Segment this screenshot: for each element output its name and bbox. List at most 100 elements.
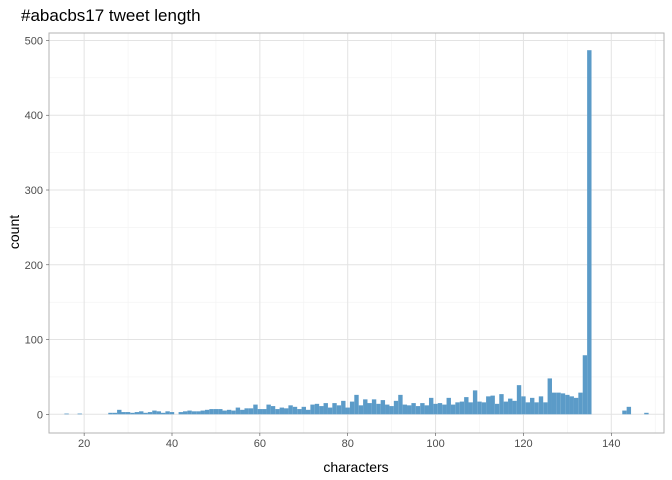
histogram-bar bbox=[204, 409, 210, 415]
histogram-bar bbox=[494, 403, 500, 415]
histogram-bar bbox=[121, 412, 126, 415]
x-tick-label: 100 bbox=[426, 438, 444, 450]
histogram-bar bbox=[415, 406, 421, 415]
x-tick-label: 120 bbox=[514, 438, 532, 450]
histogram-bar bbox=[213, 409, 219, 415]
histogram-bar bbox=[284, 408, 289, 415]
histogram-bar bbox=[275, 409, 280, 415]
histogram-bar bbox=[182, 411, 188, 415]
histogram-bar bbox=[468, 402, 473, 415]
histogram-bar bbox=[420, 403, 425, 415]
histogram-bar bbox=[464, 397, 469, 415]
histogram-bar bbox=[371, 399, 377, 415]
histogram-bar bbox=[323, 403, 328, 415]
x-axis-title: characters bbox=[323, 459, 388, 475]
histogram-bar bbox=[437, 403, 443, 415]
histogram-bar bbox=[354, 394, 359, 415]
histogram-bar bbox=[349, 401, 355, 415]
histogram-bar bbox=[530, 397, 535, 415]
histogram-bar bbox=[573, 397, 579, 415]
histogram-bar bbox=[516, 385, 522, 415]
histogram-bar bbox=[481, 402, 487, 415]
histogram-bar bbox=[376, 403, 381, 415]
histogram-bar bbox=[512, 400, 517, 415]
histogram-bar bbox=[367, 403, 372, 415]
histogram-bar bbox=[336, 405, 342, 415]
histogram-bar bbox=[411, 403, 416, 415]
histogram-bar bbox=[218, 409, 223, 415]
histogram-bar bbox=[345, 407, 350, 415]
histogram-bar bbox=[253, 404, 258, 415]
histogram-bar bbox=[152, 410, 157, 415]
x-tick-label: 140 bbox=[602, 438, 620, 450]
histogram-bar bbox=[134, 412, 140, 415]
y-axis-title: count bbox=[6, 215, 22, 249]
histogram-bar bbox=[385, 404, 390, 415]
histogram-bar bbox=[459, 401, 465, 415]
histogram-bar bbox=[341, 400, 346, 415]
histogram-bar bbox=[560, 393, 566, 415]
histogram-bar bbox=[626, 406, 632, 415]
histogram-bar bbox=[270, 406, 276, 415]
histogram-bar bbox=[77, 413, 82, 415]
histogram-bar bbox=[266, 404, 271, 415]
histogram-bar bbox=[139, 411, 144, 415]
histogram-bar bbox=[257, 409, 263, 415]
histogram-bar bbox=[235, 407, 241, 415]
histogram-bar bbox=[644, 412, 649, 415]
y-tick-label: 500 bbox=[25, 35, 43, 47]
histogram-bar bbox=[314, 403, 320, 415]
histogram-bar bbox=[240, 409, 245, 415]
x-tick-label: 80 bbox=[342, 438, 354, 450]
histogram-bar bbox=[262, 409, 267, 415]
histogram-bar bbox=[534, 402, 539, 415]
histogram-bar bbox=[297, 409, 302, 415]
histogram-bar bbox=[525, 402, 531, 415]
histogram-bar bbox=[380, 400, 386, 415]
histogram-bar bbox=[301, 406, 306, 415]
histogram-bar bbox=[547, 378, 552, 415]
histogram-bar bbox=[543, 402, 548, 415]
histogram-bar bbox=[288, 405, 293, 415]
histogram-bar bbox=[521, 396, 526, 415]
histogram-bar bbox=[310, 404, 315, 415]
histogram-bar bbox=[424, 405, 429, 415]
histogram-bar bbox=[490, 395, 495, 415]
histogram-bar bbox=[196, 411, 201, 415]
histogram-bar bbox=[156, 411, 162, 415]
histogram-bar bbox=[565, 394, 570, 415]
histogram-bar bbox=[244, 408, 249, 415]
histogram-bar bbox=[472, 390, 478, 415]
histogram-bar bbox=[556, 392, 561, 415]
y-tick-label: 100 bbox=[25, 335, 43, 347]
histogram-bar bbox=[428, 397, 434, 415]
x-axis-ticks: 20 40 60 80 100 120 140 bbox=[78, 433, 620, 450]
y-axis-ticks: 0 100 200 300 400 500 bbox=[25, 35, 49, 421]
histogram-bar bbox=[551, 392, 557, 415]
histogram-bars bbox=[64, 50, 649, 415]
histogram-bar bbox=[108, 412, 113, 415]
x-tick-label: 40 bbox=[166, 438, 178, 450]
histogram-bar bbox=[582, 355, 588, 415]
histogram-bar bbox=[538, 396, 544, 415]
plot-panel bbox=[48, 32, 665, 434]
histogram-bar bbox=[231, 410, 236, 415]
histogram-bar bbox=[587, 50, 592, 415]
histogram-bar bbox=[222, 410, 227, 415]
histogram-bar bbox=[486, 396, 491, 415]
histogram-bar bbox=[327, 407, 333, 415]
histogram-bar bbox=[125, 412, 131, 415]
histogram-bar bbox=[147, 412, 153, 415]
histogram-bar bbox=[446, 397, 451, 415]
histogram-bar bbox=[64, 413, 69, 415]
histogram-bar bbox=[622, 410, 627, 415]
histogram-bar bbox=[569, 396, 574, 415]
histogram-bar bbox=[305, 409, 311, 415]
histogram-bar bbox=[143, 412, 148, 415]
histogram-bar bbox=[499, 394, 504, 415]
histogram-bar bbox=[393, 400, 399, 415]
histogram-bar bbox=[332, 403, 337, 415]
histogram-bar bbox=[358, 405, 364, 415]
histogram-bar bbox=[407, 405, 412, 415]
